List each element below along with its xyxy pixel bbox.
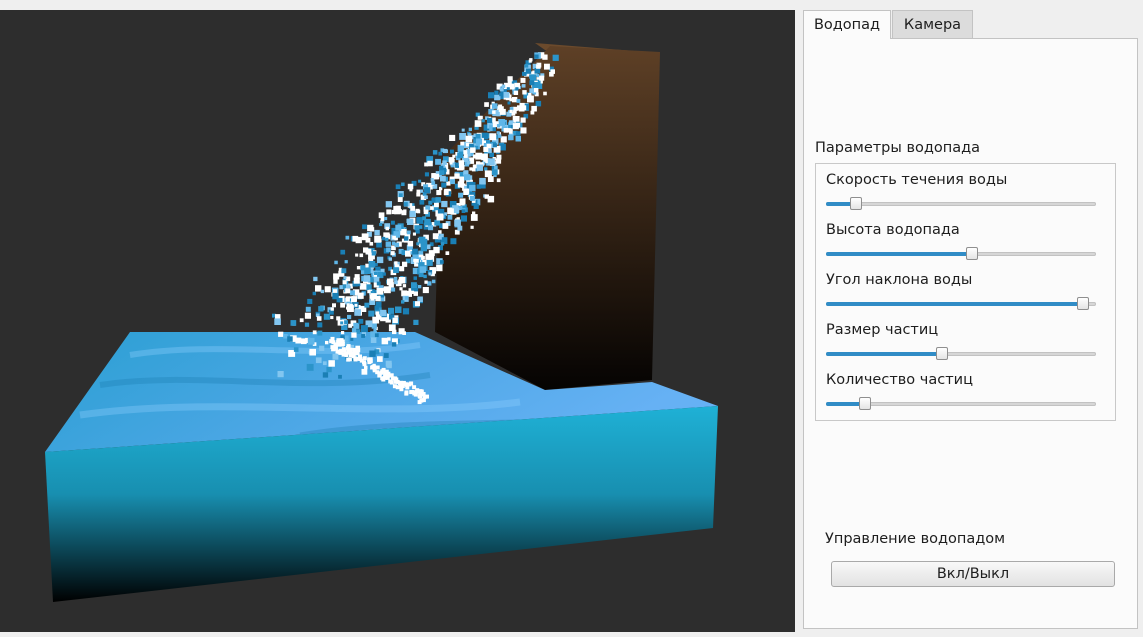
slider-handle[interactable] (936, 347, 949, 360)
waterfall-height-label: Высота водопада (826, 222, 960, 238)
pool-top (45, 332, 718, 452)
waterfall-params-title: Параметры водопада (815, 140, 981, 156)
particle-count-slider[interactable] (826, 396, 1096, 412)
waterfall-params-group: Скорость течения воды Высота водопада Уг… (815, 163, 1116, 421)
particle-size-slider[interactable] (826, 346, 1096, 362)
waterfall-scene (45, 43, 718, 602)
3d-viewport[interactable] (0, 10, 795, 632)
particle-size-label: Размер частиц (826, 322, 939, 338)
slider-handle[interactable] (849, 197, 862, 210)
particle-count-label: Количество частиц (826, 372, 973, 388)
water-particles (272, 52, 559, 405)
slider-handle[interactable] (859, 397, 872, 410)
slider-handle[interactable] (965, 247, 978, 260)
pool-front (45, 406, 718, 602)
toggle-waterfall-button[interactable]: Вкл/Выкл (831, 561, 1115, 587)
slider-handle[interactable] (1076, 297, 1089, 310)
flow-speed-slider[interactable] (826, 196, 1096, 212)
water-angle-label: Угол наклона воды (826, 272, 973, 288)
tab-waterfall-label: Водопад (813, 17, 881, 33)
tab-camera-label: Камера (903, 16, 962, 33)
water-angle-slider[interactable] (826, 296, 1096, 312)
tab-camera[interactable]: Камера (892, 10, 973, 38)
waterfall-control-title: Управление водопадом (825, 531, 1006, 547)
settings-panel: Параметры водопада Скорость течения воды… (803, 38, 1138, 629)
tab-waterfall[interactable]: Водопад (803, 10, 891, 39)
flow-speed-label: Скорость течения воды (826, 172, 1008, 188)
waterfall-height-slider[interactable] (826, 246, 1096, 262)
cliff-front (435, 46, 660, 390)
